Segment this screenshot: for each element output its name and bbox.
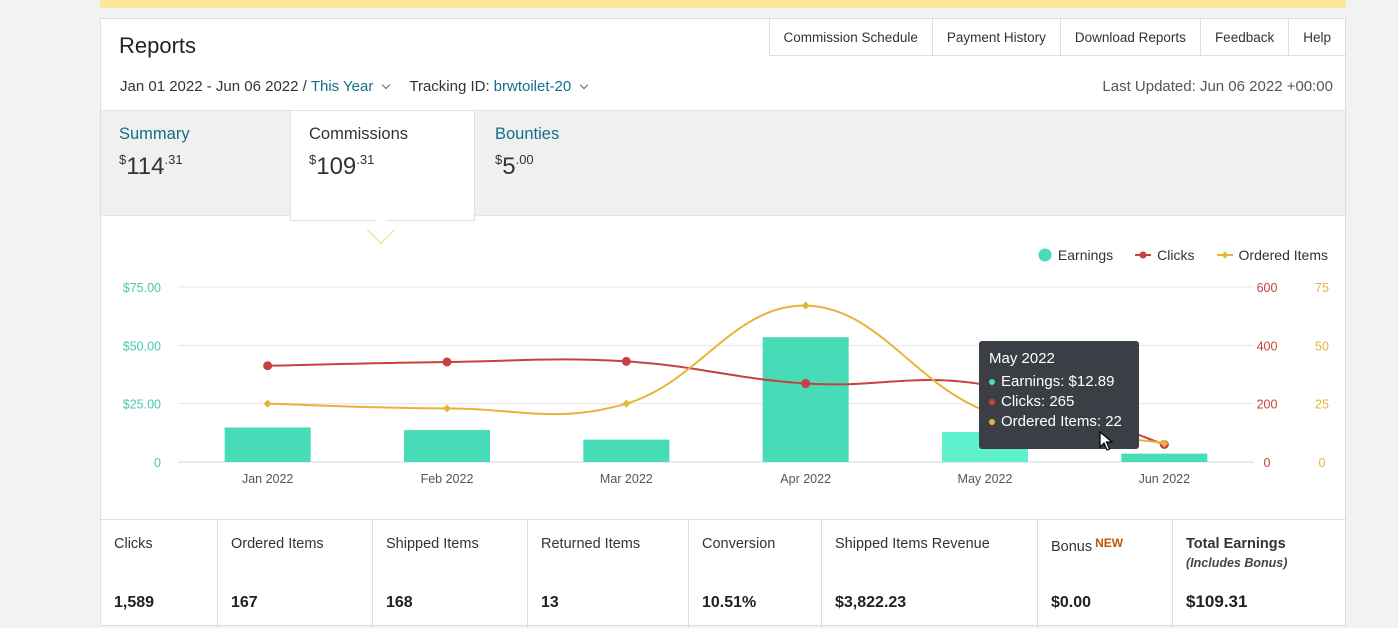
y-tick-clicks: 400 — [1257, 339, 1278, 353]
tooltip-earnings-row: Earnings: $12.89 — [989, 373, 1129, 390]
tab-commissions[interactable]: Commissions $109.31 — [290, 111, 475, 221]
chevron-down-icon[interactable] — [382, 80, 391, 89]
stats-row: Clicks 1,589 Ordered Items 167 Shipped I… — [101, 519, 1345, 628]
x-tick-label: Mar 2022 — [600, 472, 653, 486]
x-tick-label: Jan 2022 — [242, 472, 293, 486]
y-tick-clicks: 600 — [1257, 281, 1278, 295]
clicks-point — [621, 356, 631, 366]
new-badge: NEW — [1095, 536, 1124, 550]
ordered-items-point — [801, 301, 810, 310]
tab-amount: $5.00 — [495, 152, 534, 180]
tab-label: Bounties — [495, 125, 560, 143]
stat-bonus: Bonus NEW $0.00 — [1038, 520, 1173, 628]
x-tick-label: Feb 2022 — [421, 472, 474, 486]
chart-legend: Earnings Clicks Ordered Items — [1016, 247, 1328, 263]
earnings-bar — [583, 439, 670, 462]
tracking-id-dropdown[interactable]: brwtoilet-20 — [493, 78, 572, 95]
x-tick-label: Jun 2022 — [1139, 472, 1190, 486]
ordered-items-point — [263, 399, 272, 408]
stat-clicks: Clicks 1,589 — [101, 520, 218, 628]
last-updated: Last Updated: Jun 06 2022 +00:00 — [1102, 78, 1333, 95]
ordered-items-swatch-icon — [1216, 251, 1233, 259]
stat-returned-items: Returned Items 13 — [528, 520, 689, 628]
tab-summary[interactable]: Summary $114.31 — [101, 111, 290, 217]
earnings-bar — [404, 430, 490, 462]
payment-history-button[interactable]: Payment History — [931, 18, 1061, 56]
reports-panel: Reports Commission Schedule Payment Hist… — [100, 18, 1346, 628]
y-tick-ordered: 0 — [1319, 456, 1326, 470]
date-preset-dropdown[interactable]: This Year — [310, 78, 374, 95]
notification-banner — [100, 0, 1346, 8]
earnings-swatch-icon — [1038, 248, 1052, 262]
y-tick-left: 0 — [154, 456, 161, 470]
x-tick-label: Apr 2022 — [780, 472, 831, 486]
y-tick-left: $25.00 — [123, 398, 161, 412]
clicks-swatch-icon — [1135, 251, 1152, 259]
chart-tooltip: May 2022 Earnings: $12.89 Clicks: 265 Or… — [979, 341, 1139, 449]
download-reports-button[interactable]: Download Reports — [1059, 18, 1201, 56]
feedback-button[interactable]: Feedback — [1199, 18, 1290, 56]
legend-clicks[interactable]: Clicks — [1135, 247, 1195, 263]
tab-label: Commissions — [309, 125, 409, 143]
tab-amount: $114.31 — [119, 152, 183, 180]
y-tick-ordered: 25 — [1315, 398, 1329, 412]
y-tick-left: $75.00 — [123, 281, 161, 295]
stat-shipped-items: Shipped Items 168 — [373, 520, 528, 628]
report-nav: Commission Schedule Payment History Down… — [768, 18, 1346, 56]
stat-shipped-revenue: Shipped Items Revenue $3,822.23 — [822, 520, 1038, 628]
tab-label: Summary — [119, 125, 190, 143]
tooltip-clicks-row: Clicks: 265 — [989, 393, 1129, 410]
earnings-bar — [762, 337, 849, 462]
tab-bounties[interactable]: Bounties $5.00 — [477, 111, 666, 217]
earnings-bar — [224, 427, 311, 462]
tab-amount: $109.31 — [309, 152, 375, 180]
legend-earnings[interactable]: Earnings — [1038, 247, 1113, 263]
ordered-items-point — [1160, 439, 1169, 448]
y-tick-clicks: 200 — [1257, 398, 1278, 412]
y-tick-clicks: 0 — [1264, 456, 1271, 470]
date-range: Jan 01 2022 - Jun 06 2022 / — [120, 78, 307, 95]
tracking-label: Tracking ID: — [409, 78, 490, 95]
y-tick-left: $50.00 — [123, 339, 161, 353]
ordered-items-point — [443, 404, 451, 413]
x-tick-label: May 2022 — [958, 472, 1013, 486]
clicks-point — [263, 361, 273, 371]
stat-ordered-items: Ordered Items 167 — [218, 520, 373, 628]
y-tick-ordered: 75 — [1315, 281, 1329, 295]
stat-conversion: Conversion 10.51% — [689, 520, 822, 628]
earnings-chart: $75.00 $50.00 $25.00 0 600 400 200 0 75 50 25 0 Jan … — [123, 281, 1329, 486]
y-tick-ordered: 50 — [1315, 339, 1329, 353]
legend-ordered-items[interactable]: Ordered Items — [1216, 247, 1328, 263]
mouse-cursor-icon — [1099, 431, 1113, 451]
ordered-items-point — [622, 399, 631, 408]
chevron-down-icon[interactable] — [579, 80, 589, 89]
clicks-point — [442, 357, 452, 367]
clicks-point — [801, 379, 811, 389]
commission-schedule-button[interactable]: Commission Schedule — [768, 18, 933, 56]
earnings-bar — [1121, 453, 1208, 462]
stat-total-earnings: Total Earnings (Includes Bonus) $109.31 — [1186, 536, 1288, 611]
tooltip-title: May 2022 — [989, 350, 1055, 367]
summary-tabs: Summary $114.31 Commissions $109.31 Boun… — [101, 110, 1345, 221]
help-button[interactable]: Help — [1288, 18, 1346, 56]
filter-row: Jan 01 2022 - Jun 06 2022 / This Year Tr… — [120, 78, 595, 95]
tooltip-ordered-row: Ordered Items: 22 — [989, 413, 1129, 430]
page-title: Reports — [119, 33, 197, 58]
